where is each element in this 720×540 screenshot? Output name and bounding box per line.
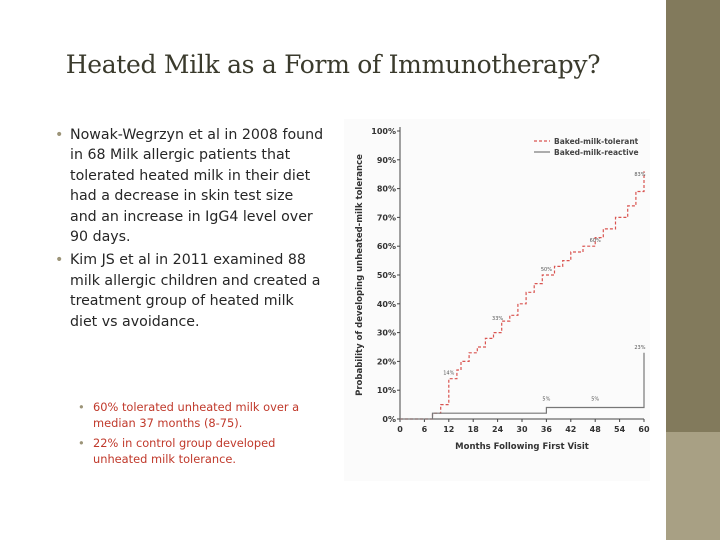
x-axis-title: Months Following First Visit: [455, 442, 589, 452]
y-tick-label: 10%: [377, 386, 396, 395]
legend-label: Baked-milk-reactive: [554, 148, 639, 157]
bullet-item: Nowak-Wegrzyn et al in 2008 found in 68 …: [54, 125, 324, 247]
data-label: 50%: [541, 267, 552, 273]
legend-label: Baked-milk-tolerant: [554, 137, 639, 146]
series-line: [400, 352, 645, 420]
data-label: 5%: [542, 397, 550, 403]
x-tick-label: 24: [492, 425, 504, 434]
data-label: 60%: [590, 238, 601, 244]
x-tick-label: 54: [614, 425, 626, 434]
y-tick-label: 0%: [382, 415, 396, 424]
tolerance-chart: 0% 10% 20% 30% 40% 50% 60% 70% 80% 90% 100% 0 6 12 18 2…: [344, 119, 650, 481]
sub-bullet-item: 60% tolerated unheated milk over a media…: [76, 399, 326, 431]
y-tick-label: 80%: [377, 185, 396, 194]
y-tick-label: 70%: [377, 213, 396, 222]
x-tick-label: 12: [443, 425, 454, 434]
data-label: 83%: [634, 172, 645, 178]
data-label: 14%: [443, 371, 454, 377]
sub-bullet-list: 60% tolerated unheated milk over a media…: [76, 399, 326, 471]
bullet-item: Kim JS et al in 2011 examined 88 milk al…: [54, 250, 324, 332]
x-tick-label: 48: [590, 425, 602, 434]
y-axis-title: Probability of developing unheated-milk …: [355, 154, 365, 396]
x-tick-label: 42: [565, 425, 576, 434]
x-tick-label: 6: [422, 425, 428, 434]
y-tick-label: 90%: [377, 156, 396, 165]
slide-title: Heated Milk as a Form of Immunotherapy?: [65, 50, 601, 79]
data-label: 23%: [634, 345, 645, 351]
y-tick-label: 50%: [377, 271, 396, 280]
bullet-list: Nowak-Wegrzyn et al in 2008 found in 68 …: [54, 125, 324, 335]
decorative-side-bar-accent: [666, 432, 720, 540]
x-tick-label: 60: [638, 425, 650, 434]
x-tick-label: 36: [541, 425, 553, 434]
y-tick-label: 60%: [377, 242, 396, 251]
sub-bullet-item: 22% in control group developed unheated …: [76, 435, 326, 467]
y-tick-label: 30%: [377, 329, 396, 338]
y-tick-label: 20%: [377, 357, 396, 366]
y-tick-label: 40%: [377, 300, 396, 309]
tolerance-chart-svg: 0% 10% 20% 30% 40% 50% 60% 70% 80% 90% 100% 0 6 12 18 2…: [344, 119, 650, 481]
data-label: 5%: [591, 397, 599, 403]
y-tick-label: 100%: [371, 127, 396, 136]
data-label: 33%: [492, 316, 503, 322]
chart-background: [344, 119, 650, 481]
series-line: [400, 171, 645, 420]
x-tick-label: 18: [468, 425, 480, 434]
x-tick-label: 30: [516, 425, 528, 434]
x-tick-label: 0: [397, 425, 403, 434]
